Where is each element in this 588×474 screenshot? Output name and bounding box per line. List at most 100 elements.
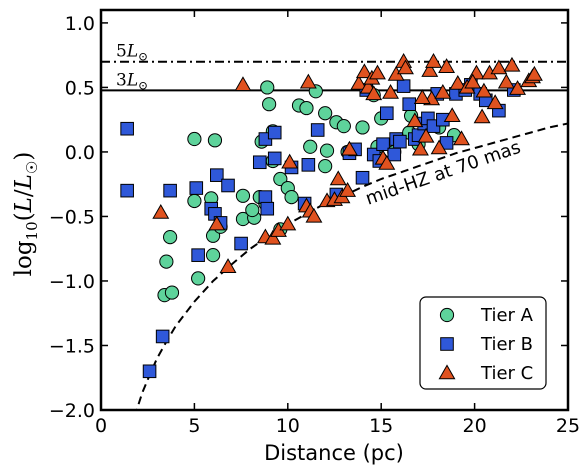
tier-c-point-6 — [264, 229, 282, 245]
tier-c-point-38 — [430, 139, 448, 155]
ref-label-coef: 3 — [116, 70, 127, 90]
legend-marker-tier-c — [438, 364, 456, 380]
legend-label-tier-a: Tier A — [480, 305, 534, 326]
tier-c-point-31 — [397, 59, 414, 75]
tier-b-point-1 — [120, 121, 134, 136]
y-tick-label-5: 0.5 — [65, 77, 95, 99]
tier-c-point-25 — [369, 64, 386, 80]
y-tick-label-2: −1.0 — [49, 271, 95, 293]
legend-marker-tier-b — [440, 337, 454, 351]
tier-c-point-9 — [281, 153, 299, 169]
ylabel-Lsun: L — [11, 174, 37, 190]
tier-c-point-20 — [350, 74, 368, 90]
ylabel-log: log — [11, 240, 37, 276]
y-tick-label-4: 0.0 — [65, 142, 95, 164]
y-tick-label-3: −0.5 — [49, 206, 95, 228]
tier-a-point-35 — [336, 119, 351, 134]
x-tick-label-20: 20 — [463, 415, 487, 437]
tier-b-point-26 — [355, 170, 370, 185]
tier-c-point-27 — [378, 154, 396, 170]
ref-label-coef: 5 — [116, 42, 127, 62]
tier-c-point-41 — [443, 107, 461, 123]
reference-line-label-1: 5L⊙ — [116, 42, 148, 64]
axes — [99, 8, 570, 412]
tier-c-point-3 — [219, 258, 237, 273]
tier-b-point-22 — [310, 123, 325, 137]
tier-b-point-14 — [252, 155, 267, 170]
tier-c-point-35 — [421, 62, 439, 77]
x-tick-label-0: 0 — [95, 415, 107, 437]
y-tick-label-1: −1.5 — [49, 335, 95, 357]
axes-frame — [99, 8, 570, 412]
tier-a-point-16 — [245, 202, 260, 218]
x-tick-label-15: 15 — [369, 415, 393, 437]
tier-a-point-32 — [318, 106, 333, 121]
y-tick-label-0: −2.0 — [49, 400, 95, 422]
tier-c-point-42 — [449, 74, 467, 90]
tier-c-point-58 — [464, 73, 482, 89]
tier-a-point-6 — [207, 133, 223, 148]
tier-b-point-34 — [393, 134, 407, 149]
reference-lines: 5L⊙3L⊙ — [101, 42, 568, 92]
tier-c-point-34 — [417, 127, 435, 143]
tier-c-point-28 — [382, 83, 400, 99]
ylabel-open-paren: ( — [11, 212, 37, 221]
ref-label-L: L — [126, 70, 138, 90]
tier-a-point-11 — [205, 248, 221, 263]
tier-b-point-15 — [258, 190, 273, 204]
x-tick-label-5: 5 — [188, 415, 200, 437]
tier-c-point-16 — [329, 170, 347, 186]
tier-c-point-57 — [413, 89, 431, 104]
ref-label-sun: ⊙ — [138, 78, 148, 92]
x-tick-label-25: 25 — [556, 415, 580, 437]
tier-b-point-5 — [163, 183, 177, 198]
tier-c-point-49 — [486, 94, 504, 110]
tier-a-point-7 — [191, 271, 206, 286]
tier-b-point-17 — [260, 201, 275, 216]
tier-c-point-11 — [299, 73, 317, 89]
tier-c-point-43 — [453, 130, 470, 146]
x-axis-label: Distance (pc) — [264, 441, 404, 465]
ylabel-log-sub: 10 — [23, 221, 41, 240]
tier-b-point-4 — [155, 329, 170, 344]
tier-c-point-37 — [425, 53, 442, 68]
tier-a-point-3 — [159, 254, 174, 269]
tier-b-point-2 — [120, 183, 134, 198]
legend-marker-tier-a — [439, 307, 455, 323]
ylabel-sun: ☉ — [23, 161, 41, 174]
tier-c-point-1 — [152, 203, 170, 219]
tier-b-point-3 — [142, 364, 157, 379]
tier-a-point-8 — [187, 193, 202, 209]
tier-b-point-12 — [221, 178, 235, 193]
tier-a-point-4 — [163, 229, 178, 245]
tier-a-point-47 — [319, 143, 335, 158]
ylabel-L: L — [11, 197, 37, 213]
x-tick-label-10: 10 — [276, 415, 300, 437]
tier-c-point-24 — [365, 85, 383, 101]
ylabel-close-paren: ) — [11, 152, 37, 161]
tier-c-point-51 — [497, 73, 515, 89]
tier-c-point-52 — [503, 56, 521, 72]
tier-c-point-21 — [355, 63, 373, 79]
tier-c-point-2 — [208, 215, 226, 231]
tier-c-point-4 — [234, 76, 252, 92]
tier-b-point-32 — [387, 147, 402, 162]
tier-b-point-31 — [380, 106, 394, 121]
tier-a-point-20 — [260, 80, 275, 95]
ref-label-L: L — [126, 42, 138, 62]
tier-c-point-18 — [339, 182, 357, 197]
ylabel-slash: / — [11, 189, 37, 197]
tier-b-point-6 — [189, 181, 204, 195]
tier-a-point-27 — [284, 189, 299, 205]
reference-line-label-2: 3L⊙ — [116, 70, 148, 92]
legend-label-tier-c: Tier C — [480, 363, 533, 384]
data-markers — [120, 53, 543, 379]
tier-b-point-21 — [301, 158, 316, 172]
tier-c-point-32 — [406, 112, 424, 128]
tier-c-point-53 — [509, 80, 527, 95]
tier-c-point-8 — [279, 215, 297, 231]
tier-c-point-40 — [438, 58, 456, 73]
y-axis-label: log10(L/L☉) — [11, 152, 41, 277]
ref-label-sun: ⊙ — [138, 50, 148, 64]
